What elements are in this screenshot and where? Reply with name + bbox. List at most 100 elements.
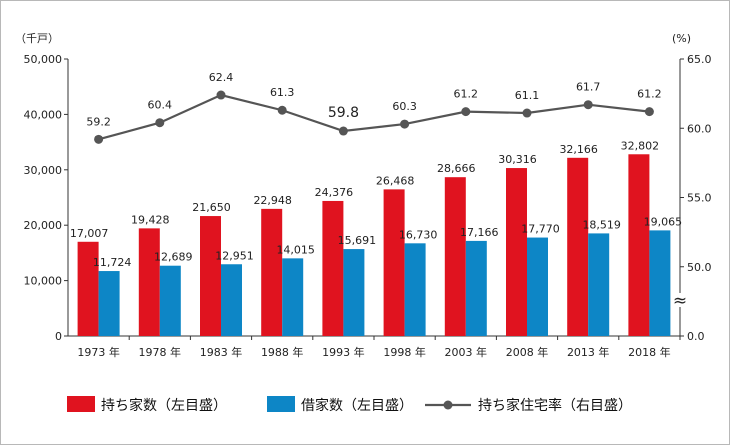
left-tick-label: 0 xyxy=(55,330,62,343)
bar-rented-label: 12,689 xyxy=(154,251,193,264)
bar-rented xyxy=(343,249,365,336)
bar-rented-label: 18,519 xyxy=(582,218,621,231)
legend-rate-marker xyxy=(443,400,453,410)
x-tick-label: 1988 年 xyxy=(261,345,304,359)
rate-label: 59.8 xyxy=(328,105,359,121)
x-tick-label: 2018 年 xyxy=(628,345,671,359)
bar-owned xyxy=(200,216,221,336)
left-unit-label: （千戸） xyxy=(15,32,59,45)
rate-point xyxy=(400,119,410,129)
bar-rented xyxy=(527,237,548,336)
left-tick-label: 30,000 xyxy=(24,164,63,177)
left-tick-label: 50,000 xyxy=(24,53,63,66)
bar-rented-label: 16,730 xyxy=(399,228,438,241)
bar-owned-label: 17,007 xyxy=(70,227,109,240)
bar-owned-label: 32,166 xyxy=(559,143,598,156)
bar-rented xyxy=(404,243,426,336)
bar-rented-label: 17,770 xyxy=(521,223,560,236)
x-tick-label: 1993 年 xyxy=(322,345,365,359)
rate-label: 62.4 xyxy=(209,71,234,84)
rate-point xyxy=(522,108,532,118)
x-tick-label: 1983 年 xyxy=(200,345,243,359)
bar-rented xyxy=(98,271,120,336)
bar-rented-label: 12,951 xyxy=(215,249,254,262)
x-axis: 1973 年 1978 年 1983 年 1988 年 1993 年 1998 年 2003… xyxy=(68,335,681,359)
legend-rented-swatch xyxy=(267,396,295,412)
bar-owned-label: 19,428 xyxy=(131,213,170,226)
rate-label: 61.3 xyxy=(270,86,295,99)
bar-owned xyxy=(506,168,527,336)
bar-owned xyxy=(567,157,589,336)
left-axis: 0 10,000 20,000 30,000 40,000 50,000 （千戸） xyxy=(15,32,69,343)
left-tick-label: 20,000 xyxy=(24,219,63,232)
bar-rented-label: 19,065 xyxy=(644,215,683,228)
right-tick-label: 65.0 xyxy=(687,53,712,66)
bar-rented-label: 17,166 xyxy=(460,226,499,239)
bar-owned-label: 21,650 xyxy=(192,201,231,214)
bar-owned xyxy=(77,241,99,336)
bar-owned-label: 32,802 xyxy=(621,139,660,152)
bar-rented xyxy=(588,233,610,336)
bar-rented xyxy=(159,265,181,336)
legend-owned-label: 持ち家数（左目盛） xyxy=(101,397,227,414)
rate-label: 60.3 xyxy=(392,100,417,113)
rate-point xyxy=(461,107,471,117)
bar-owned xyxy=(261,208,283,336)
bar-owned-label: 28,666 xyxy=(437,162,476,175)
rate-label: 61.2 xyxy=(637,88,662,101)
bar-rented xyxy=(221,264,242,336)
x-tick-label: 1998 年 xyxy=(383,345,426,359)
rate-label: 61.2 xyxy=(454,88,479,101)
bar-owned xyxy=(322,200,344,336)
x-tick-label: 2013 年 xyxy=(567,345,610,359)
x-tick-label: 1973 年 xyxy=(77,345,120,359)
right-axis-break-symbol: ≈ xyxy=(673,291,687,311)
bar-owned xyxy=(383,189,405,336)
bar-owned xyxy=(138,228,160,336)
right-tick-label: 50.0 xyxy=(687,261,712,274)
rate-point xyxy=(155,118,165,128)
rate-label: 60.4 xyxy=(148,99,173,112)
bar-owned-label: 30,316 xyxy=(498,153,537,166)
legend: 持ち家数（左目盛） 借家数（左目盛） 持ち家住宅率（右目盛） xyxy=(67,396,632,414)
rate-point xyxy=(338,126,348,136)
x-tick-label: 2008 年 xyxy=(506,345,549,359)
right-axis: 0.0 50.0 55.0 60.0 65.0 (%) ≈ xyxy=(672,32,712,343)
bar-rented xyxy=(282,258,304,336)
bar-owned-label: 24,376 xyxy=(315,186,354,199)
bar-owned xyxy=(628,154,650,336)
bar-rented-label: 11,724 xyxy=(93,256,132,269)
rate-line: 59.2 60.4 62.4 61.3 59.8 60.3 61.2 61.1 61.7 61.2 xyxy=(86,71,662,144)
right-axis-break-gap xyxy=(675,293,685,307)
legend-rate-label: 持ち家住宅率（右目盛） xyxy=(478,397,632,414)
bar-owned-label: 26,468 xyxy=(376,174,415,187)
bars: 17,007 11,724 19,428 12,689 21,650 12,951 22,9… xyxy=(70,139,682,336)
rate-point xyxy=(94,134,104,144)
bar-rented xyxy=(649,230,671,336)
legend-owned-swatch xyxy=(67,396,95,412)
right-tick-label: 55.0 xyxy=(687,192,712,205)
legend-rented-label: 借家数（左目盛） xyxy=(301,397,413,414)
right-tick-label: 0.0 xyxy=(687,330,705,343)
x-tick-label: 1978 年 xyxy=(139,345,182,359)
left-tick-label: 10,000 xyxy=(24,275,63,288)
bar-rented-label: 15,691 xyxy=(338,234,377,247)
left-tick-label: 40,000 xyxy=(24,108,63,121)
rate-label: 59.2 xyxy=(86,115,111,128)
bar-rented xyxy=(465,240,487,336)
bar-owned-label: 22,948 xyxy=(253,194,292,207)
rate-point xyxy=(216,90,226,100)
bar-owned xyxy=(444,177,466,336)
rate-line-path xyxy=(98,93,650,141)
rate-point xyxy=(583,100,593,110)
rate-label: 61.1 xyxy=(515,89,540,102)
rate-label: 61.7 xyxy=(576,81,601,94)
bar-rented-label: 14,015 xyxy=(276,243,315,256)
rate-point xyxy=(277,105,287,115)
x-tick-label: 2003 年 xyxy=(445,345,488,359)
rate-point xyxy=(644,107,654,117)
right-unit-label: (%) xyxy=(672,32,691,45)
right-tick-label: 60.0 xyxy=(687,122,712,135)
